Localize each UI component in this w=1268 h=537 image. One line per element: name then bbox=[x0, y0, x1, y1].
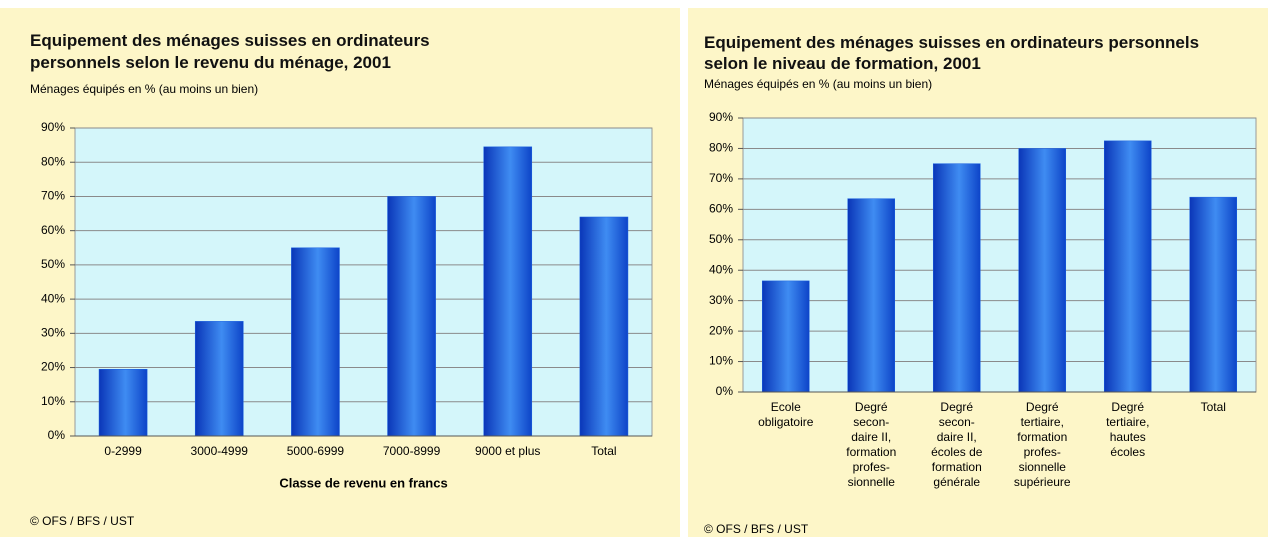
y-tick-label: 90% bbox=[709, 110, 733, 124]
chart-title: Equipement des ménages suisses en ordina… bbox=[30, 31, 430, 72]
x-tick-label: Total bbox=[591, 444, 616, 458]
chart-subtitle: Ménages équipés en % (au moins un bien) bbox=[704, 77, 932, 91]
y-tick-label: 60% bbox=[41, 223, 65, 237]
x-tick-label: Total bbox=[1201, 400, 1226, 414]
y-tick-label: 90% bbox=[41, 120, 65, 134]
y-tick-label: 20% bbox=[709, 323, 733, 337]
x-axis-label: Classe de revenu en francs bbox=[279, 475, 447, 490]
x-tick-label: 3000-4999 bbox=[191, 444, 249, 458]
source: © OFS / BFS / UST bbox=[30, 514, 135, 528]
x-tick-label: 9000 et plus bbox=[475, 444, 540, 458]
bar bbox=[1103, 140, 1152, 393]
bar bbox=[847, 198, 896, 393]
y-tick-label: 50% bbox=[41, 257, 65, 271]
y-tick-label: 80% bbox=[709, 141, 733, 155]
plot-area bbox=[74, 127, 653, 437]
y-tick-label: 10% bbox=[41, 394, 65, 408]
bar bbox=[1189, 196, 1238, 393]
bar bbox=[194, 321, 244, 437]
y-tick-label: 40% bbox=[41, 291, 65, 305]
x-tick-label: Degré tertiaire, formation profes-sionnelle… bbox=[1014, 400, 1071, 489]
bar bbox=[579, 216, 629, 437]
y-tick-label: 70% bbox=[709, 171, 733, 185]
bar bbox=[761, 280, 810, 393]
y-tick-label: 0% bbox=[48, 428, 66, 442]
y-tick-label: 50% bbox=[709, 232, 733, 246]
bar bbox=[932, 163, 981, 393]
chart-title: Equipement des ménages suisses en ordina… bbox=[704, 33, 1199, 73]
y-tick-label: 10% bbox=[709, 354, 733, 368]
x-tick-label: 5000-6999 bbox=[287, 444, 345, 458]
x-tick-label: 0-2999 bbox=[104, 444, 142, 458]
bar bbox=[291, 247, 340, 437]
y-tick-label: 60% bbox=[709, 202, 733, 216]
y-tick-label: 20% bbox=[41, 360, 65, 374]
chart-subtitle: Ménages équipés en % (au moins un bien) bbox=[30, 82, 258, 96]
x-tick-label: Degré secon-daire II, formation profes-sion… bbox=[846, 400, 896, 489]
x-tick-label: Degré tertiaire, hautes écoles bbox=[1106, 400, 1149, 459]
y-tick-label: 30% bbox=[709, 293, 733, 307]
y-tick-label: 80% bbox=[41, 154, 65, 168]
x-tick-label: 7000-8999 bbox=[383, 444, 441, 458]
bar bbox=[483, 146, 533, 437]
y-tick-label: 30% bbox=[41, 326, 65, 340]
bar bbox=[1018, 148, 1067, 393]
x-tick-label: Degré secon-daire II, écoles de formation gé… bbox=[931, 400, 983, 489]
bar bbox=[98, 369, 148, 437]
x-tick-label: Ecole obligatoire bbox=[758, 400, 814, 429]
y-tick-label: 70% bbox=[41, 189, 65, 203]
source: © OFS / BFS / UST bbox=[704, 522, 809, 536]
y-tick-label: 40% bbox=[709, 262, 733, 276]
y-tick-label: 0% bbox=[716, 384, 734, 398]
bar bbox=[387, 196, 436, 437]
plot-area bbox=[742, 117, 1257, 393]
